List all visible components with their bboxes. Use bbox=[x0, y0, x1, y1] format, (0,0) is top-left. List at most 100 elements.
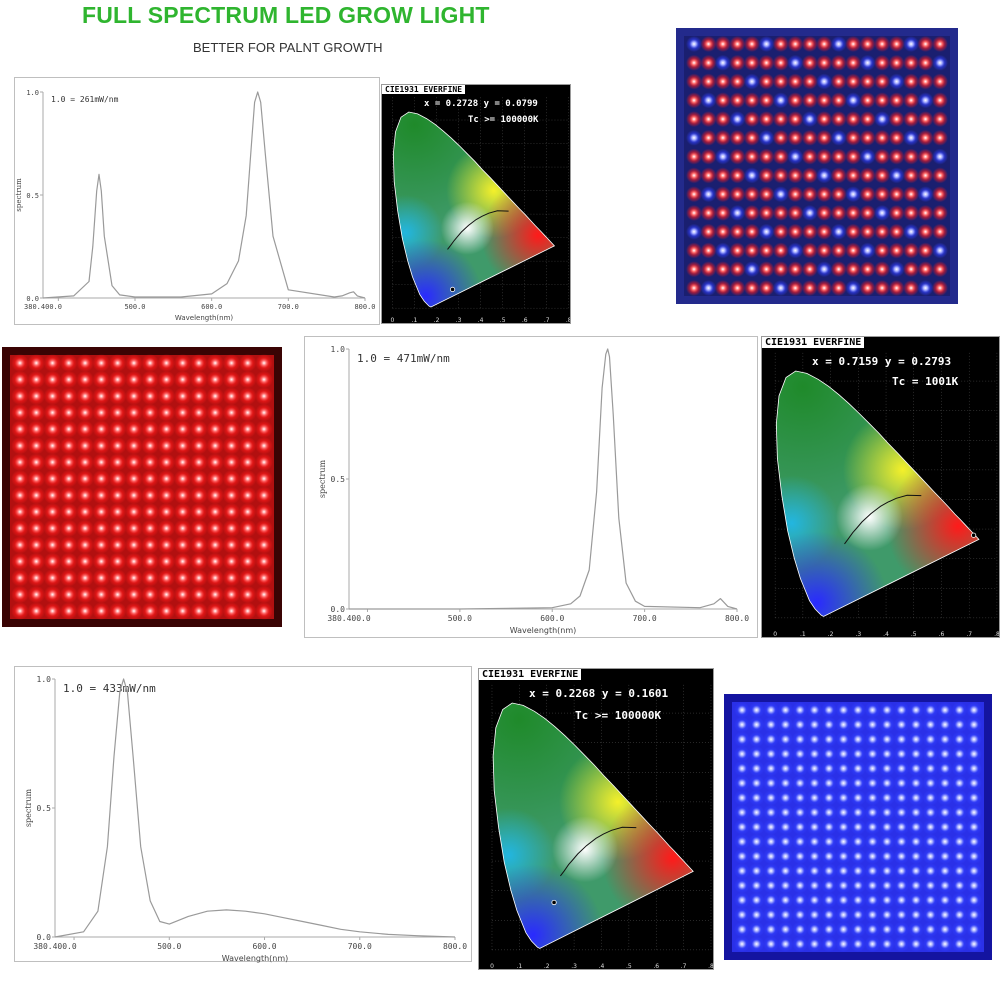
page-subtitle: BETTER FOR PALNT GROWTH bbox=[193, 40, 383, 55]
led-dot bbox=[714, 204, 731, 221]
led-dot bbox=[806, 936, 823, 952]
led-dot bbox=[92, 569, 111, 587]
led-dot bbox=[772, 223, 789, 240]
cie-chart-1: 0 .1 .2 .3 .4 .5 .6 .7 .8 CIE1931 EVERFINE x = 0… bbox=[381, 84, 571, 324]
led-dot bbox=[917, 186, 934, 203]
led-dot bbox=[937, 702, 953, 718]
led-dot bbox=[922, 731, 939, 748]
led-dot bbox=[763, 760, 779, 777]
x-tick-label: 380.400.0 bbox=[327, 614, 371, 623]
y-axis-label: spectrum bbox=[24, 788, 33, 827]
spectrum-chart-3-svg: 0.0 0.5 1.0 380.400.0 500.0 600.0 700.0 800.0 Wa… bbox=[24, 675, 467, 963]
led-dot bbox=[190, 536, 208, 554]
y-tick-label: 0.5 bbox=[26, 192, 39, 200]
led-dot bbox=[835, 833, 852, 850]
led-dot bbox=[734, 804, 750, 821]
led-dot bbox=[932, 54, 948, 71]
led-dot bbox=[821, 892, 837, 909]
led-dot bbox=[922, 745, 939, 762]
led-dot bbox=[206, 585, 225, 604]
led-dot bbox=[76, 403, 94, 422]
led-dot bbox=[255, 552, 273, 571]
led-dot bbox=[888, 280, 905, 296]
led-dot bbox=[173, 536, 192, 554]
led-dot bbox=[908, 906, 924, 923]
led-dot bbox=[729, 92, 746, 109]
led-dot bbox=[714, 73, 731, 90]
led-dot bbox=[700, 167, 717, 184]
led-dot bbox=[686, 54, 702, 71]
led-dot bbox=[92, 453, 111, 472]
led-dot bbox=[864, 702, 881, 718]
led-dot bbox=[864, 775, 881, 792]
led-dot bbox=[734, 892, 750, 909]
led-dot bbox=[124, 354, 143, 372]
led-dot bbox=[777, 819, 794, 835]
led-dot bbox=[758, 129, 775, 146]
led-dot bbox=[729, 54, 746, 71]
cie-x-tick-label: .1 bbox=[412, 317, 418, 324]
led-dot bbox=[816, 36, 833, 52]
led-dot bbox=[850, 819, 866, 835]
led-dot bbox=[830, 129, 847, 146]
led-dot bbox=[157, 370, 176, 389]
led-dot bbox=[859, 167, 876, 184]
led-dot bbox=[874, 92, 891, 109]
led-dot bbox=[821, 775, 837, 792]
led-dot bbox=[700, 204, 717, 221]
led-dot bbox=[157, 453, 176, 472]
led-dot bbox=[43, 420, 62, 438]
cie-x-tick-label: .8 bbox=[566, 317, 571, 324]
led-dot bbox=[903, 204, 920, 221]
led-dot bbox=[801, 92, 818, 109]
led-dot bbox=[734, 833, 750, 850]
led-dot bbox=[238, 569, 257, 587]
led-dot bbox=[908, 936, 924, 952]
led-dot bbox=[190, 469, 208, 488]
led-dot bbox=[845, 36, 862, 52]
led-dot bbox=[124, 552, 143, 571]
led-dot bbox=[11, 502, 29, 521]
led-dot bbox=[821, 731, 837, 748]
led-dot bbox=[951, 877, 968, 894]
cie-x-tick-label: .1 bbox=[516, 963, 522, 970]
led-dot bbox=[787, 54, 804, 71]
led-dot bbox=[845, 204, 862, 221]
led-dot bbox=[951, 775, 968, 792]
led-dot bbox=[864, 906, 881, 923]
led-dot bbox=[917, 92, 934, 109]
led-dot bbox=[76, 569, 94, 587]
led-dot bbox=[222, 453, 241, 472]
cie-chart-3: 0 .1 .2 .3 .4 .5 .6 .7 .8 CIE1931 EVERFINE x = 0… bbox=[478, 668, 714, 970]
led-dot bbox=[888, 261, 905, 278]
cie-x-tick-label: .7 bbox=[544, 317, 550, 324]
led-dot bbox=[758, 92, 775, 109]
led-dot bbox=[792, 804, 808, 821]
cie-x-tick-label: .4 bbox=[599, 963, 605, 970]
led-dot bbox=[222, 436, 241, 455]
led-dot bbox=[922, 833, 939, 850]
led-dot bbox=[922, 702, 939, 718]
cie-chart-2-coordinates: x = 0.7159 y = 0.2793 bbox=[812, 355, 952, 368]
led-dot bbox=[792, 833, 808, 850]
led-dot bbox=[222, 585, 241, 604]
x-tick-label: 500.0 bbox=[157, 942, 181, 951]
led-dot bbox=[792, 862, 808, 879]
led-dot bbox=[27, 387, 46, 405]
led-dot bbox=[922, 892, 939, 909]
cie-x-tick-label: .6 bbox=[522, 317, 528, 324]
led-dot bbox=[903, 186, 920, 203]
led-dot bbox=[59, 453, 78, 472]
led-dot bbox=[700, 111, 717, 128]
led-dot bbox=[888, 186, 905, 203]
led-dot bbox=[729, 204, 746, 221]
led-dot bbox=[92, 354, 111, 372]
led-dot bbox=[59, 436, 78, 455]
led-dot bbox=[951, 848, 968, 865]
led-dot bbox=[238, 486, 257, 505]
spectrum-series-line bbox=[54, 678, 456, 938]
led-dot bbox=[763, 862, 779, 879]
led-dot bbox=[835, 745, 852, 762]
led-dot bbox=[772, 36, 789, 52]
led-dot bbox=[748, 702, 765, 718]
